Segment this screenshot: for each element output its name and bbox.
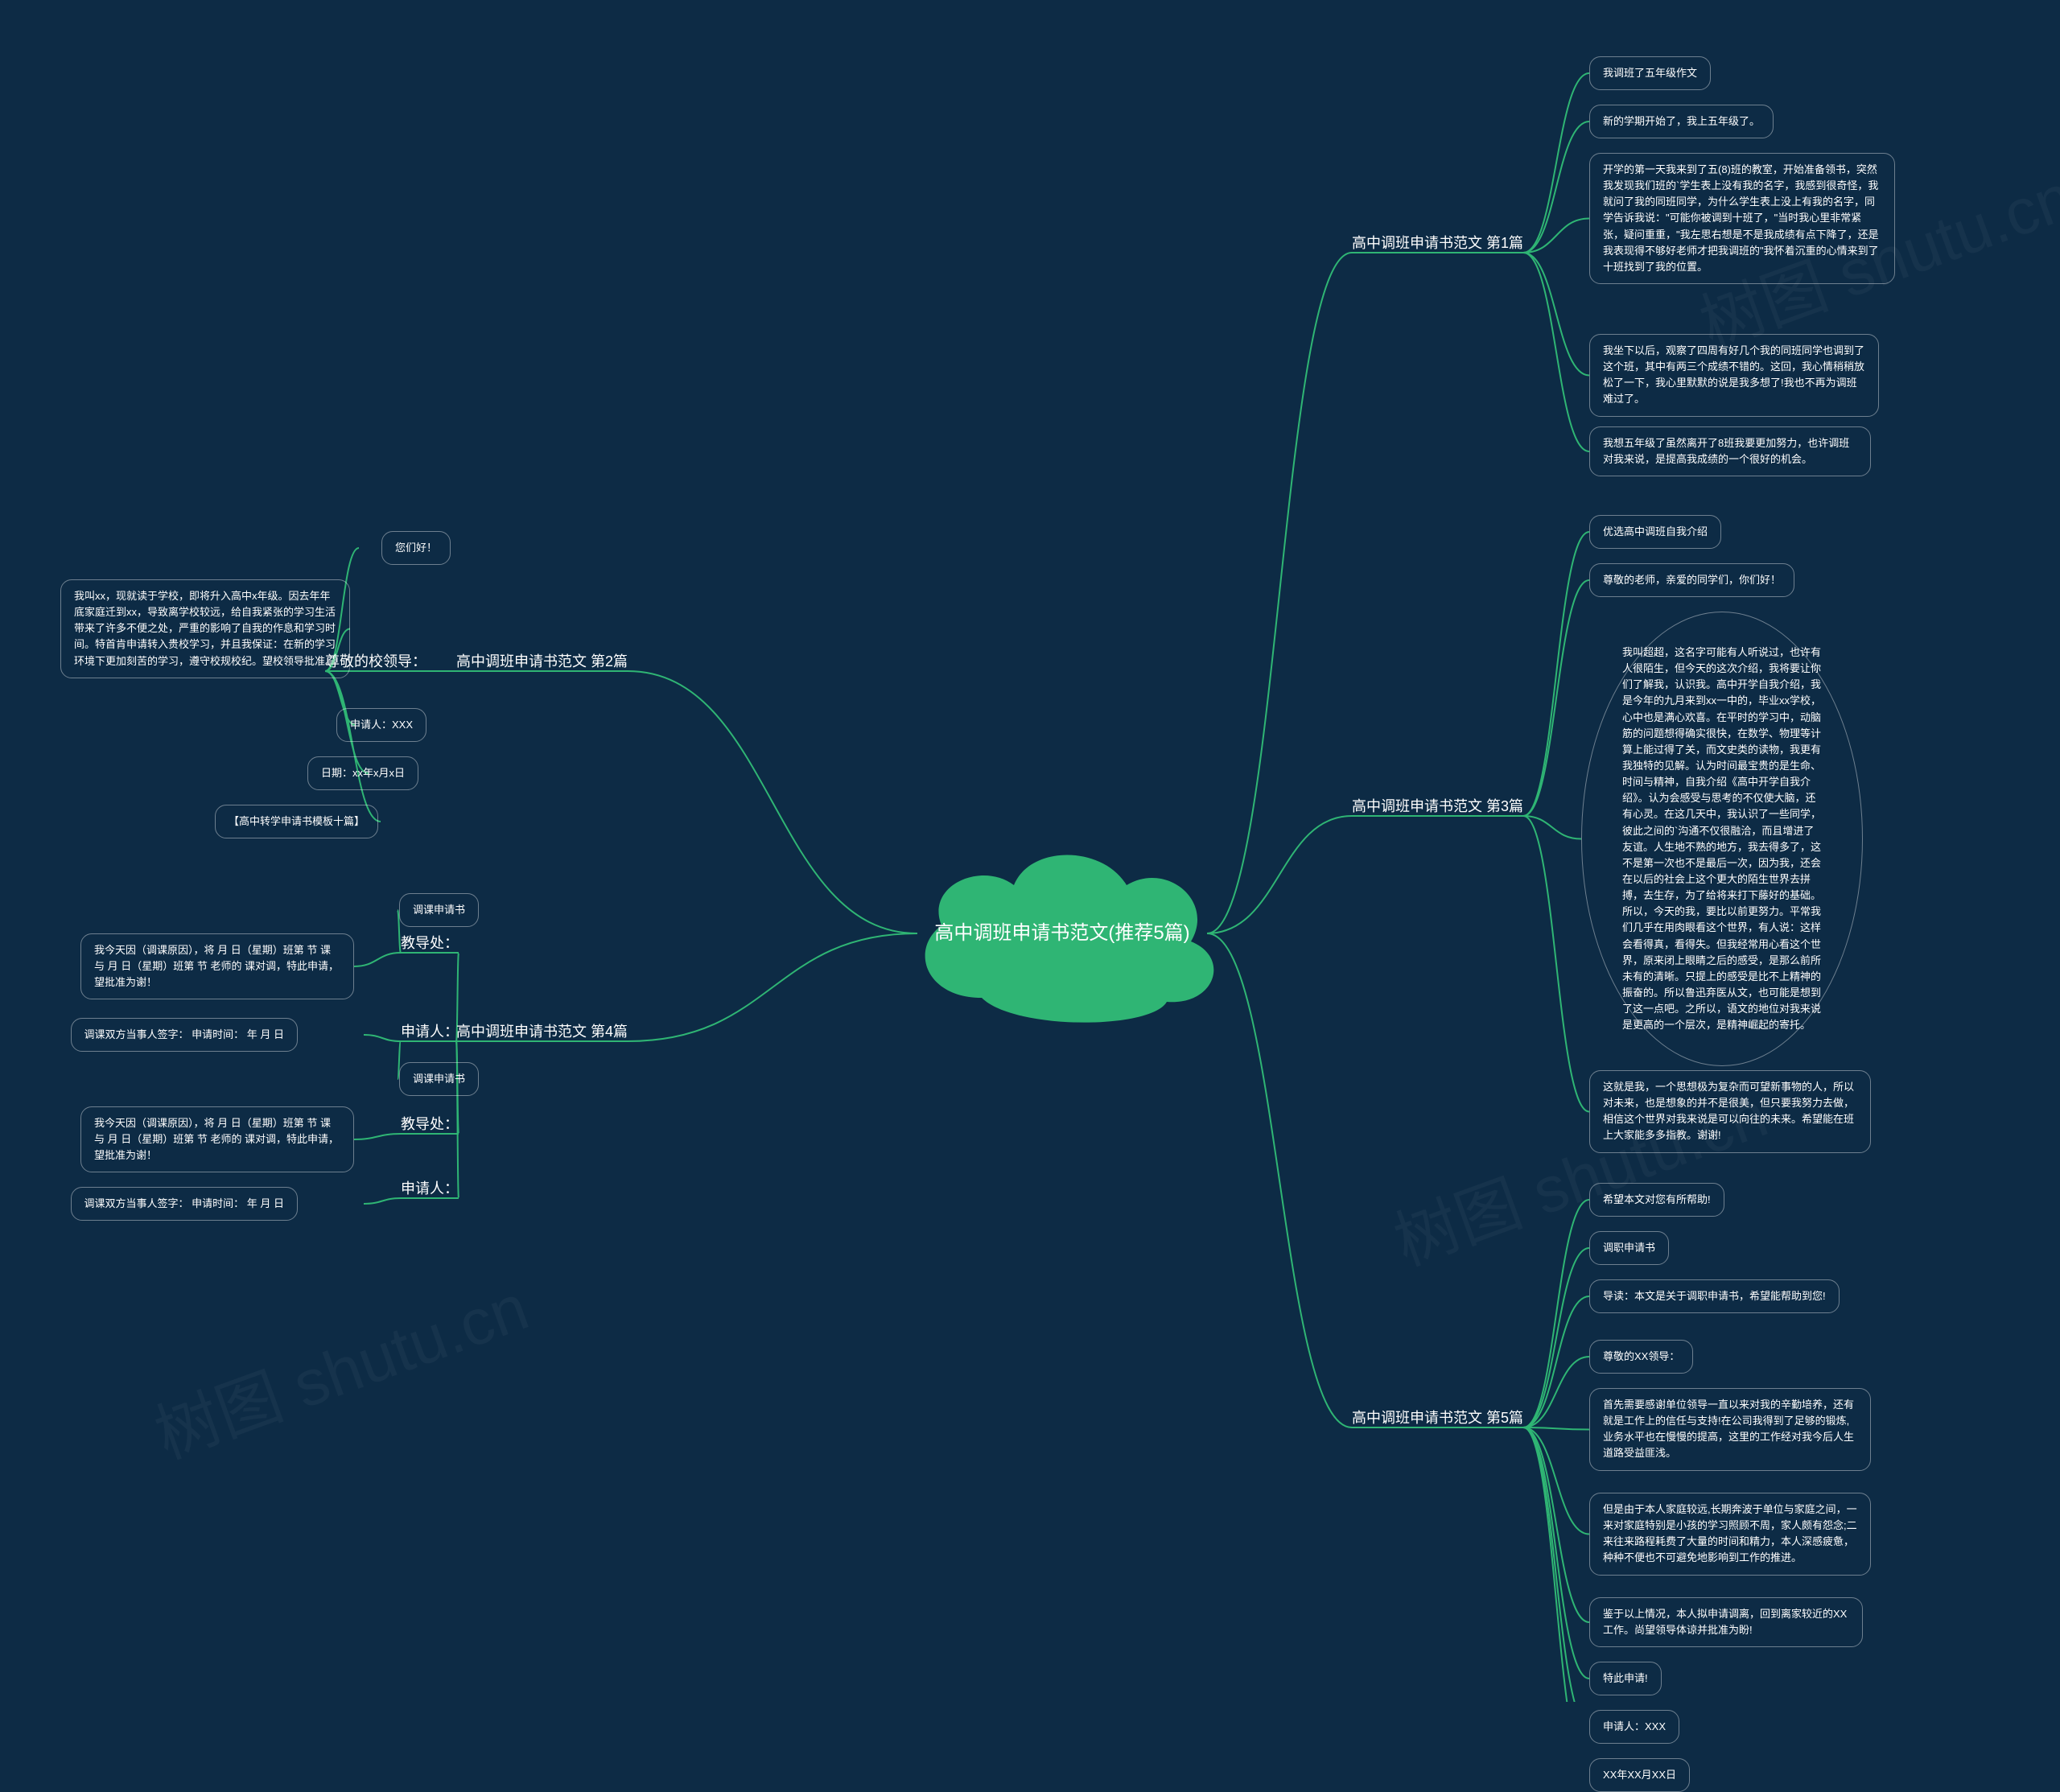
leaf-node[interactable]: 我坐下以后，观察了四周有好几个我的同班同学也调到了这个班，其中有两三个成绩不错的…: [1589, 334, 1879, 417]
leaf-node[interactable]: 开学的第一天我来到了五(8)班的教室，开始准备领书，突然我发现我们班的`学生表上…: [1589, 153, 1895, 284]
branch-b5[interactable]: 高中调班申请书范文 第5篇: [1352, 1407, 1523, 1431]
leaf-node[interactable]: 导读：本文是关于调职申请书，希望能帮助到您!: [1589, 1279, 1840, 1313]
leaf-node[interactable]: 这就是我，一个思想极为复杂而可望新事物的人，所以对未来，也是想象的并不是很美，但…: [1589, 1070, 1871, 1153]
leaf-node[interactable]: 调课申请书: [399, 893, 479, 927]
branch-b4[interactable]: 高中调班申请书范文 第4篇: [456, 1020, 628, 1044]
center-root-node[interactable]: 高中调班申请书范文(推荐5篇): [893, 821, 1231, 1046]
leaf-node[interactable]: 我想五年级了虽然离开了8班我要更加努力，也许调班对我来说，是提高我成绩的一个很好…: [1589, 426, 1871, 476]
leaf-node[interactable]: 我今天因（调课原因），将 月 日（星期）班第 节 课与 月 日（星期）班第 节 …: [80, 1106, 354, 1172]
leaf-node[interactable]: 新的学期开始了，我上五年级了。: [1589, 105, 1774, 138]
leaf-node[interactable]: 我叫超超，这名字可能有人听说过，也许有人很陌生，但今天的这次介绍，我将要让你们了…: [1581, 612, 1863, 1066]
leaf-node[interactable]: 申请人：XXX: [336, 708, 426, 742]
leaf-node[interactable]: 调课双方当事人签字： 申请时间： 年 月 日: [71, 1018, 298, 1052]
sub-b4[interactable]: 教导处：: [401, 932, 459, 956]
leaf-node[interactable]: 调课申请书: [399, 1062, 479, 1096]
leaf-node[interactable]: 您们好！: [381, 531, 451, 565]
leaf-node[interactable]: 尊敬的老师，亲爱的同学们，你们好！: [1589, 563, 1794, 597]
leaf-node[interactable]: 调课双方当事人签字： 申请时间： 年 月 日: [71, 1187, 298, 1221]
leaf-node[interactable]: 申请人：XXX: [1589, 1710, 1679, 1744]
leaf-node[interactable]: 特此申请!: [1589, 1662, 1662, 1695]
sub-b4[interactable]: 教导处：: [401, 1113, 459, 1137]
leaf-node[interactable]: 我调班了五年级作文: [1589, 56, 1711, 90]
leaf-node[interactable]: 但是由于本人家庭较远,长期奔波于单位与家庭之间，一来对家庭特别是小孩的学习照顾不…: [1589, 1493, 1871, 1576]
center-title: 高中调班申请书范文(推荐5篇): [934, 919, 1189, 948]
leaf-node[interactable]: 日期：xx年x月x日: [307, 756, 418, 790]
sub-b4[interactable]: 申请人：: [401, 1020, 459, 1044]
sub-b4[interactable]: 申请人：: [401, 1177, 459, 1201]
leaf-node[interactable]: 鉴于以上情况，本人拟申请调离，回到离家较近的XX工作。尚望领导体谅并批准为盼!: [1589, 1597, 1863, 1647]
branch-b1[interactable]: 高中调班申请书范文 第1篇: [1352, 232, 1523, 256]
branch-b2[interactable]: 高中调班申请书范文 第2篇: [456, 650, 628, 674]
leaf-node[interactable]: 希望本文对您有所帮助!: [1589, 1183, 1724, 1217]
leaf-node[interactable]: 【高中转学申请书模板十篇】: [215, 805, 378, 838]
leaf-node[interactable]: 我叫xx，现就读于学校，即将升入高中x年级。因去年年底家庭迁到xx，导致离学校较…: [60, 579, 350, 678]
branch-b3[interactable]: 高中调班申请书范文 第3篇: [1352, 795, 1523, 819]
leaf-node[interactable]: 尊敬的XX领导：: [1589, 1340, 1693, 1374]
leaf-node[interactable]: 优选高中调班自我介绍: [1589, 515, 1721, 549]
leaf-node[interactable]: 调职申请书: [1589, 1231, 1669, 1265]
leaf-node[interactable]: 首先需要感谢单位领导一直以来对我的辛勤培养，还有就是工作上的信任与支持!在公司我…: [1589, 1388, 1871, 1471]
watermark: 树图 shutu.cn: [141, 1256, 539, 1477]
leaf-node[interactable]: 我今天因（调课原因），将 月 日（星期）班第 节 课与 月 日（星期）班第 节 …: [80, 933, 354, 999]
leaf-node[interactable]: XX年XX月XX日: [1589, 1758, 1690, 1792]
